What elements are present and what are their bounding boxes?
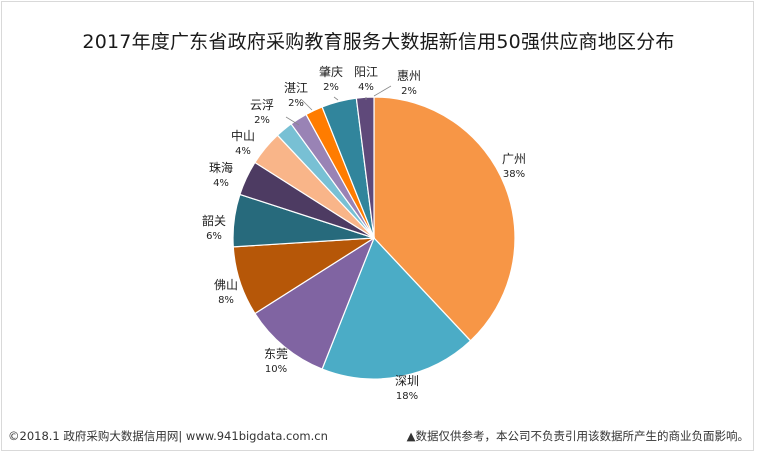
slice-label-name-1: 深圳 <box>395 374 419 388</box>
slice-label-name-8: 湛江 <box>284 81 308 95</box>
leader-line-11 <box>373 85 392 97</box>
slice-label-name-4: 韶关 <box>202 213 226 228</box>
footer-disclaimer: ▲数据仅供参考，本公司不负责引用该数据所产生的商业负面影响。 <box>406 429 749 443</box>
footer-copyright: ©2018.1 政府采购大数据信用网| www.941bigdata.com.c… <box>8 429 328 443</box>
pie-slice-0 <box>373 96 516 342</box>
slice-labels: 广州38%深圳18%东莞10%佛山8%韶关6%珠海4%中山4%云浮2%湛江2%肇… <box>202 64 526 402</box>
slice-label-pct-0: 38% <box>503 169 525 180</box>
pie-slice-11 <box>355 96 375 239</box>
leader-line-9 <box>333 96 339 101</box>
slice-label-name-2: 东莞 <box>264 347 288 361</box>
chart-title: 2017年度广东省政府采购教育服务大数据新信用50强供应商地区分布 <box>82 31 675 53</box>
leader-lines <box>285 85 392 126</box>
slice-label-pct-8: 2% <box>288 98 304 109</box>
pie-slice-1 <box>321 236 472 380</box>
pie-slice-2 <box>254 236 376 370</box>
leader-line-7 <box>285 116 300 126</box>
slice-label-name-9: 肇庆 <box>319 64 343 79</box>
slice-label-pct-5: 4% <box>213 178 229 189</box>
slice-label-name-3: 佛山 <box>214 278 238 292</box>
slice-label-pct-4: 6% <box>206 231 222 242</box>
slice-label-pct-1: 18% <box>396 391 418 402</box>
slice-label-pct-10: 4% <box>358 82 374 93</box>
slice-label-pct-9: 2% <box>323 82 339 93</box>
slice-label-name-5: 珠海 <box>209 160 233 175</box>
slice-label-pct-6: 4% <box>235 146 251 157</box>
slice-label-name-11: 惠州 <box>397 69 421 83</box>
slice-label-pct-7: 2% <box>254 115 270 126</box>
slice-label-pct-3: 8% <box>218 295 234 306</box>
slice-label-name-0: 广州 <box>502 152 526 166</box>
pie-slices <box>232 96 516 380</box>
leader-line-8 <box>301 99 313 111</box>
slice-label-pct-11: 2% <box>401 86 417 97</box>
slice-label-name-6: 中山 <box>231 128 255 143</box>
slice-label-pct-2: 10% <box>265 364 287 375</box>
slice-label-name-10: 阳江 <box>354 65 378 79</box>
slice-label-name-7: 云浮 <box>250 98 274 112</box>
